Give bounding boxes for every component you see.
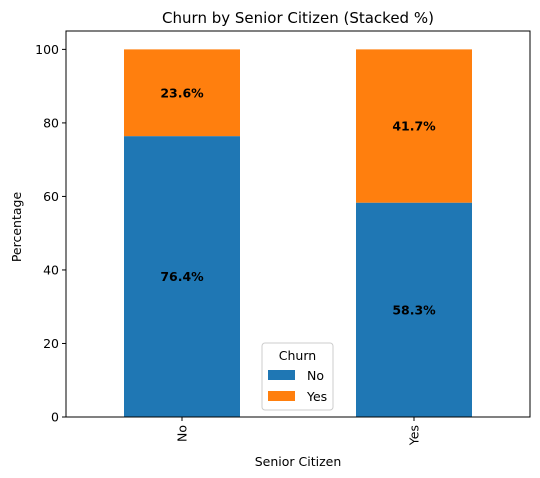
x-axis-label: Senior Citizen [255,454,342,469]
x-tick-label-yes: Yes [407,425,422,446]
data-label-yes-no: 23.6% [160,85,204,100]
y-tick-label: 60 [43,189,59,204]
plot-frame [65,30,531,418]
y-axis-label: Percentage [9,192,24,263]
legend-label-yes: Yes [306,389,327,404]
data-label-no-no: 76.4% [160,269,204,284]
data-label-no-yes: 58.3% [392,302,436,317]
legend-label-no: No [307,368,324,383]
bar-yes-no [124,49,240,137]
bar-no-yes [356,202,472,417]
legend: Churn No Yes [261,342,334,411]
y-tick-label: 40 [43,262,59,277]
bar-no-no [124,136,240,418]
legend-swatch-yes [268,391,295,401]
legend-title: Churn [279,348,316,363]
data-label-yes-yes: 41.7% [392,119,436,134]
y-tick-label: 100 [35,42,59,57]
bar-yes-yes [356,49,472,203]
y-tick-label: 0 [51,410,59,425]
chart-title: Churn by Senior Citizen (Stacked %) [162,9,434,27]
data-labels-layer: 76.4% 23.6% 58.3% 41.7% [160,85,436,317]
x-axis: No Yes [175,417,422,446]
y-axis: 0 20 40 60 80 100 [35,42,66,425]
bars-layer [124,49,472,418]
legend-swatch-no [268,370,295,380]
x-tick-label-no: No [175,425,190,442]
y-tick-label: 20 [43,336,59,351]
y-tick-label: 80 [43,115,59,130]
